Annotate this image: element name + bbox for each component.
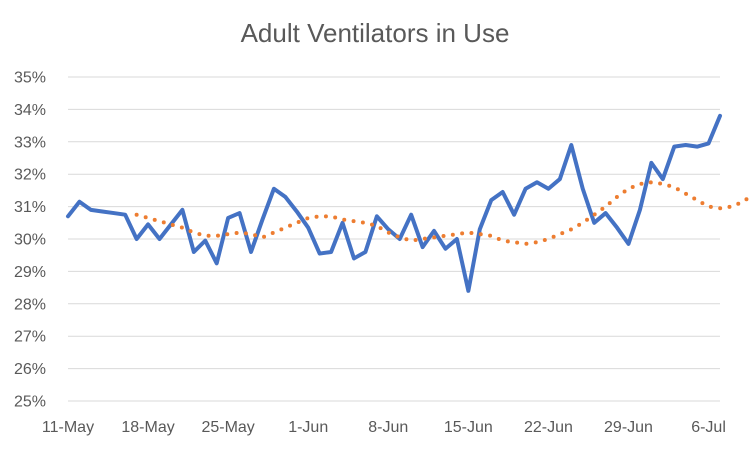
x-tick-label: 15-Jun [444, 419, 493, 436]
x-axis-labels: 11-May 18-May 25-May 1-Jun 8-Jun 15-Jun 22-Jun… [42, 419, 726, 436]
y-tick-label: 28% [14, 296, 46, 313]
y-tick-label: 27% [14, 329, 46, 346]
x-tick-label: 8-Jun [368, 419, 408, 436]
y-tick-label: 30% [14, 232, 46, 249]
y-tick-label: 32% [14, 167, 46, 184]
y-tick-label: 34% [14, 102, 46, 119]
y-tick-label: 31% [14, 199, 46, 216]
y-axis-labels: 25% 26% 27% 28% 29% 30% 31% 32% 33% 34% 35% [14, 70, 46, 411]
x-tick-label: 1-Jun [288, 419, 328, 436]
gridlines [68, 76, 720, 402]
y-tick-label: 26% [14, 361, 46, 378]
y-tick-label: 35% [14, 70, 46, 87]
series-layer [66, 113, 750, 293]
x-tick-label: 18-May [121, 419, 174, 436]
series-daily-line [66, 113, 722, 293]
y-tick-label: 33% [14, 134, 46, 151]
x-tick-label: 29-Jun [604, 419, 653, 436]
x-tick-label: 6-Jul [691, 419, 726, 436]
y-tick-label: 25% [14, 394, 46, 411]
x-tick-label: 11-May [42, 419, 94, 436]
y-tick-label: 29% [14, 264, 46, 281]
chart-title: Adult Ventilators in Use [240, 18, 510, 48]
x-tick-label: 25-May [201, 419, 254, 436]
series-trend-line [134, 180, 750, 246]
x-tick-label: 22-Jun [524, 419, 573, 436]
